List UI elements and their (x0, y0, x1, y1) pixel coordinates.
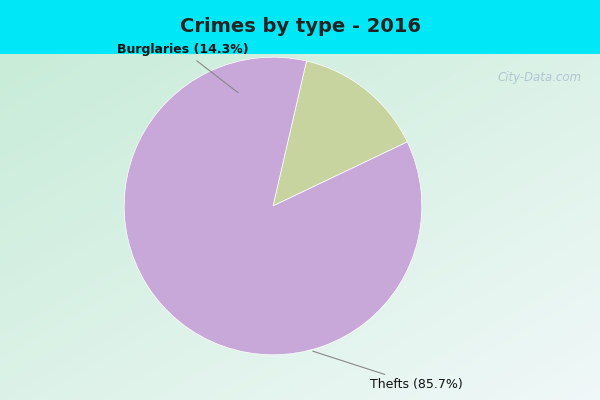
Text: Burglaries (14.3%): Burglaries (14.3%) (117, 43, 248, 93)
Text: Crimes by type - 2016: Crimes by type - 2016 (179, 18, 421, 36)
Wedge shape (273, 61, 407, 206)
Text: City-Data.com: City-Data.com (498, 71, 582, 84)
Wedge shape (124, 57, 422, 355)
Text: Thefts (85.7%): Thefts (85.7%) (313, 351, 463, 391)
